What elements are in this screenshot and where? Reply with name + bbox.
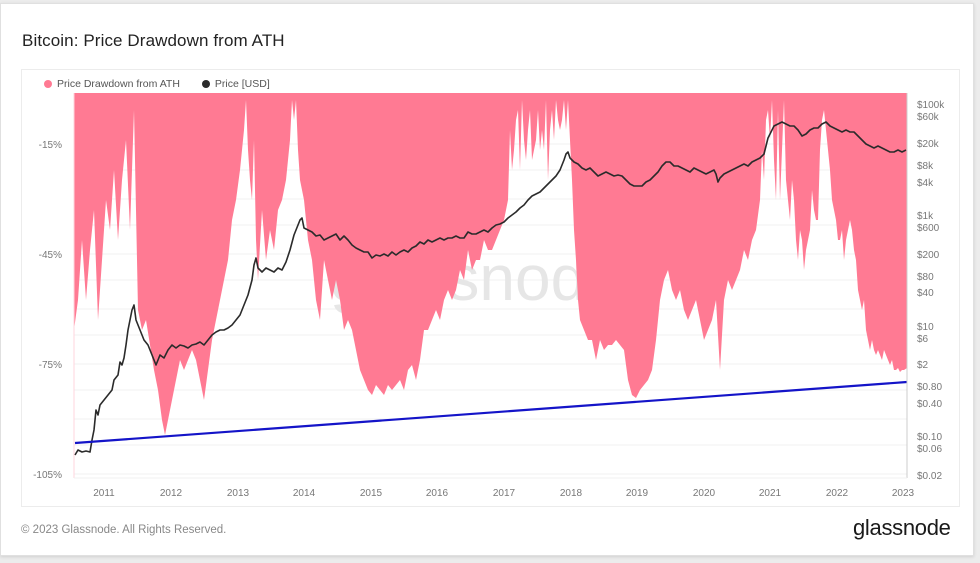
- y-right-tick: $40: [917, 288, 934, 299]
- drawdown-area: [74, 93, 907, 435]
- legend-item-drawdown[interactable]: Price Drawdown from ATH: [44, 78, 180, 90]
- legend-dot-icon: [44, 80, 52, 88]
- left-axis-labels: -15% -45% -75% -105%: [33, 140, 62, 481]
- y-left-tick: -15%: [39, 140, 62, 151]
- x-axis-labels: 2011 2012 2013 2014 2015 2016 2017 2018 …: [93, 488, 914, 499]
- x-tick: 2016: [426, 488, 449, 499]
- y-right-tick: $200: [917, 250, 940, 261]
- y-right-tick: $0.80: [917, 382, 942, 393]
- y-right-tick: $1k: [917, 211, 934, 222]
- y-right-tick: $20k: [917, 139, 940, 150]
- y-right-tick: $0.40: [917, 399, 942, 410]
- y-right-tick: $2: [917, 360, 929, 371]
- legend-label: Price Drawdown from ATH: [57, 78, 180, 90]
- price-line: [74, 121, 907, 456]
- copyright-text: © 2023 Glassnode. All Rights Reserved.: [21, 524, 227, 536]
- legend-dot-icon: [201, 80, 210, 88]
- y-right-tick: $0.06: [917, 444, 942, 455]
- x-tick: 2022: [826, 488, 849, 499]
- x-tick: 2013: [227, 488, 250, 499]
- trend-line: [74, 380, 908, 445]
- y-left-tick: -45%: [39, 250, 62, 261]
- y-left-tick: -75%: [39, 360, 62, 371]
- y-right-tick: $80: [917, 272, 934, 283]
- chart-title: Bitcoin: Price Drawdown from ATH: [22, 31, 285, 50]
- x-tick: 2021: [759, 488, 782, 499]
- x-tick: 2011: [93, 488, 115, 499]
- y-right-tick: $8k: [917, 161, 934, 172]
- chart-legend: Price Drawdown from ATH Price [USD]: [44, 78, 270, 90]
- x-tick: 2020: [693, 488, 716, 499]
- y-right-tick: $100k: [917, 100, 945, 111]
- y-right-tick: $0.10: [917, 432, 942, 443]
- y-right-tick: $6: [917, 334, 929, 345]
- legend-label: Price [USD]: [214, 78, 270, 90]
- x-tick: 2012: [160, 488, 183, 499]
- x-tick: 2018: [560, 488, 583, 499]
- y-left-tick: -105%: [33, 470, 62, 481]
- x-tick: 2014: [293, 488, 316, 499]
- x-tick: 2017: [493, 488, 516, 499]
- y-right-tick: $10: [917, 322, 934, 333]
- x-tick: 2015: [360, 488, 383, 499]
- legend-item-price[interactable]: Price [USD]: [201, 78, 270, 90]
- y-right-tick: $600: [917, 223, 940, 234]
- x-tick: 2023: [892, 488, 915, 499]
- y-right-tick: $60k: [917, 112, 940, 123]
- y-right-tick: $0.02: [917, 471, 942, 482]
- glassnode-logo[interactable]: glassnode: [853, 515, 951, 540]
- x-tick: 2019: [626, 488, 649, 499]
- right-axis-labels: $100k $60k $20k $8k $4k $1k $600 $200 $8…: [917, 100, 945, 482]
- y-right-tick: $4k: [917, 178, 934, 189]
